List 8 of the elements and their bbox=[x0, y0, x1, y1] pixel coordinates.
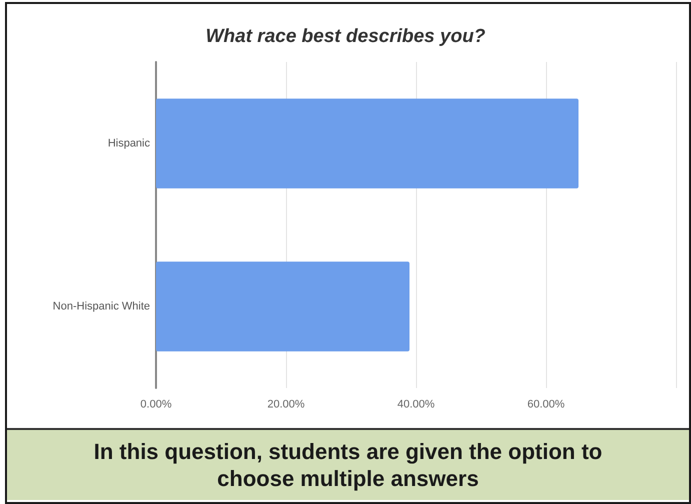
x-tick-label: 60.00% bbox=[527, 398, 565, 410]
y-tick-label: Hispanic bbox=[108, 138, 150, 150]
y-tick-label: Non-Hispanic White bbox=[52, 300, 150, 312]
chart-title: What race best describes you? bbox=[206, 26, 486, 47]
x-tick-label: 40.00% bbox=[397, 398, 435, 410]
x-tick-label: 20.00% bbox=[267, 398, 305, 410]
note-box: In this question, students are given the option to choose multiple answers bbox=[7, 428, 689, 500]
x-tick-label: 0.00% bbox=[140, 398, 172, 410]
